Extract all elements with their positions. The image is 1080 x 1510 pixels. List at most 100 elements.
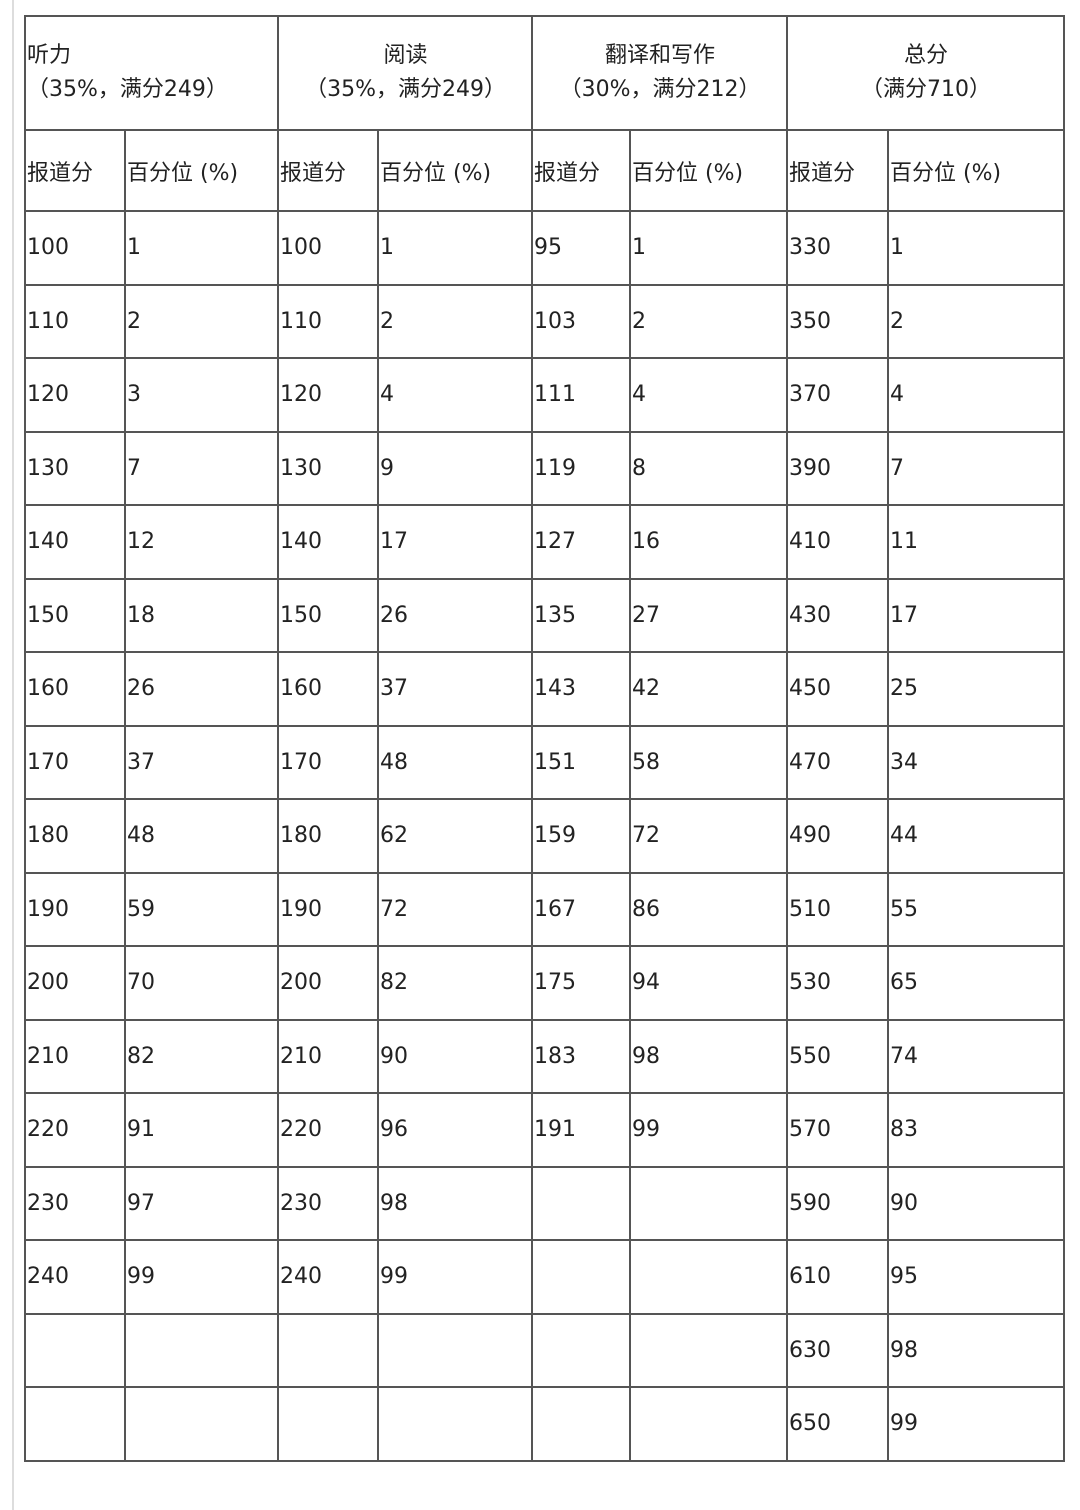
percentile-cell: 48 — [377, 724, 534, 800]
percentile-cell: 18 — [123, 577, 280, 653]
table-row: 180 48 180 62 159 72 490 44 — [24, 798, 1066, 874]
score-percentile-table: 听力 （35%，满分249） 阅读 （35%，满分249） 翻译和写作 （30%，满分… — [23, 15, 1066, 1462]
score-cell: 220 — [24, 1092, 126, 1168]
percentile-cell — [377, 1386, 534, 1462]
score-cell: 143 — [531, 651, 632, 727]
percentile-cell: 90 — [377, 1018, 534, 1094]
score-cell: 210 — [277, 1018, 380, 1094]
score-cell: 150 — [277, 577, 380, 653]
percentile-cell: 59 — [123, 871, 280, 947]
percentile-cell: 44 — [887, 798, 1066, 874]
percentile-cell: 94 — [629, 945, 789, 1021]
percentile-cell — [629, 1312, 789, 1388]
score-cell — [24, 1312, 126, 1388]
section-subtitle: （满分710） — [861, 77, 992, 102]
percentile-cell: 48 — [123, 798, 280, 874]
score-cell — [531, 1165, 632, 1241]
percentile-cell: 86 — [629, 871, 789, 947]
percentile-cell: 62 — [377, 798, 534, 874]
score-cell — [531, 1239, 632, 1315]
percentile-cell: 72 — [629, 798, 789, 874]
percentile-cell: 97 — [123, 1165, 280, 1241]
percentile-cell: 11 — [887, 504, 1066, 580]
score-cell: 230 — [24, 1165, 126, 1241]
section-title: 听力 — [27, 43, 72, 68]
column-header-percentile: 百分位 (%) — [377, 129, 534, 212]
table-row: 130 7 130 9 119 8 390 7 — [24, 430, 1066, 506]
score-cell: 370 — [786, 357, 890, 433]
column-header-percentile: 百分位 (%) — [887, 129, 1066, 212]
percentile-cell: 7 — [887, 430, 1066, 506]
score-cell: 160 — [24, 651, 126, 727]
table-row: 220 91 220 96 191 99 570 83 — [24, 1092, 1066, 1168]
page-edge-line — [12, 0, 14, 1510]
table-row: 100 1 100 1 95 1 330 1 — [24, 210, 1066, 286]
score-cell: 130 — [24, 430, 126, 506]
percentile-cell: 25 — [887, 651, 1066, 727]
percentile-cell: 37 — [377, 651, 534, 727]
column-header-score: 报道分 — [531, 129, 632, 212]
score-cell: 183 — [531, 1018, 632, 1094]
table-row: 120 3 120 4 111 4 370 4 — [24, 357, 1066, 433]
score-cell: 590 — [786, 1165, 890, 1241]
column-header-score: 报道分 — [786, 129, 890, 212]
score-cell: 119 — [531, 430, 632, 506]
table-row: 240 99 240 99 610 95 — [24, 1239, 1066, 1315]
score-cell — [24, 1386, 126, 1462]
score-cell: 490 — [786, 798, 890, 874]
percentile-cell: 3 — [123, 357, 280, 433]
score-cell: 240 — [24, 1239, 126, 1315]
column-header-score: 报道分 — [277, 129, 380, 212]
percentile-cell: 70 — [123, 945, 280, 1021]
table-row: 230 97 230 98 590 90 — [24, 1165, 1066, 1241]
score-cell: 450 — [786, 651, 890, 727]
table-row: 190 59 190 72 167 86 510 55 — [24, 871, 1066, 947]
percentile-cell: 74 — [887, 1018, 1066, 1094]
score-cell — [531, 1312, 632, 1388]
score-cell: 140 — [24, 504, 126, 580]
score-cell — [277, 1312, 380, 1388]
percentile-cell: 99 — [629, 1092, 789, 1168]
section-title: 总分 — [904, 43, 949, 68]
score-cell: 190 — [24, 871, 126, 947]
score-cell: 390 — [786, 430, 890, 506]
score-cell: 111 — [531, 357, 632, 433]
table-row: 200 70 200 82 175 94 530 65 — [24, 945, 1066, 1021]
score-cell: 127 — [531, 504, 632, 580]
score-cell: 180 — [277, 798, 380, 874]
column-header-row: 报道分 百分位 (%) 报道分 百分位 (%) 报道分 百分位 (%) 报道分 … — [24, 129, 1066, 212]
percentile-cell: 26 — [377, 577, 534, 653]
score-cell: 120 — [277, 357, 380, 433]
section-title: 翻译和写作 — [605, 43, 716, 68]
table-row: 650 99 — [24, 1386, 1066, 1462]
score-cell: 95 — [531, 210, 632, 286]
percentile-cell: 7 — [123, 430, 280, 506]
table-row: 160 26 160 37 143 42 450 25 — [24, 651, 1066, 727]
score-cell: 610 — [786, 1239, 890, 1315]
percentile-cell: 91 — [123, 1092, 280, 1168]
score-cell: 140 — [277, 504, 380, 580]
percentile-cell: 99 — [377, 1239, 534, 1315]
table-row: 210 82 210 90 183 98 550 74 — [24, 1018, 1066, 1094]
percentile-cell: 82 — [377, 945, 534, 1021]
percentile-cell: 98 — [887, 1312, 1066, 1388]
percentile-cell: 2 — [629, 283, 789, 359]
percentile-cell: 1 — [377, 210, 534, 286]
percentile-cell: 1 — [887, 210, 1066, 286]
percentile-cell: 8 — [629, 430, 789, 506]
percentile-cell: 1 — [123, 210, 280, 286]
percentile-cell: 4 — [887, 357, 1066, 433]
percentile-cell: 72 — [377, 871, 534, 947]
score-cell: 130 — [277, 430, 380, 506]
score-cell: 170 — [24, 724, 126, 800]
score-cell: 120 — [24, 357, 126, 433]
percentile-cell: 42 — [629, 651, 789, 727]
score-cell: 170 — [277, 724, 380, 800]
score-cell: 570 — [786, 1092, 890, 1168]
score-cell: 110 — [277, 283, 380, 359]
percentile-cell: 99 — [123, 1239, 280, 1315]
percentile-cell — [629, 1386, 789, 1462]
percentile-cell: 16 — [629, 504, 789, 580]
score-cell: 210 — [24, 1018, 126, 1094]
section-header-row: 听力 （35%，满分249） 阅读 （35%，满分249） 翻译和写作 （30%，满分… — [23, 15, 1066, 131]
